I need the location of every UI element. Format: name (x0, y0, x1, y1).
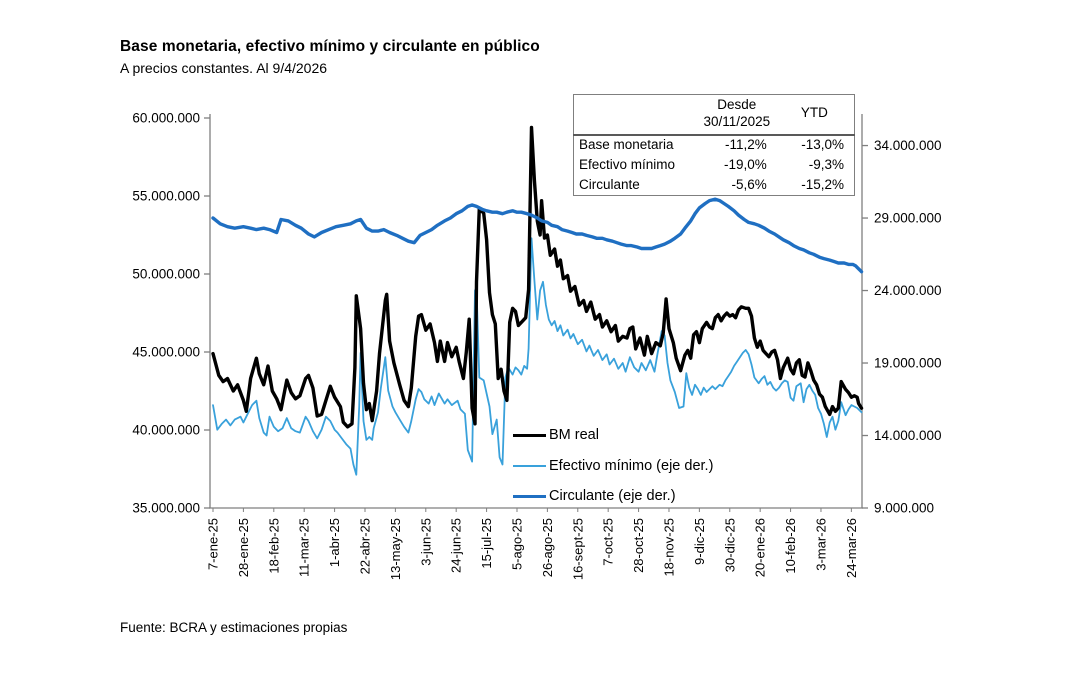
efectivo-minimo-line-swatch (513, 464, 546, 467)
x-axis-tick-label: 30-dic-25 (722, 518, 737, 572)
legend-item-efectivo-minimo: Efectivo mínimo (eje der.) (513, 451, 713, 482)
row-desde-value: -19,0% (723, 156, 767, 172)
x-axis-tick-label: 24-mar-26 (844, 518, 859, 578)
stats-table: Desde 30/11/2025 YTD Base monetaria -11,… (573, 94, 855, 197)
x-axis-tick-label: 20-ene-26 (753, 518, 768, 577)
stats-table-header-row: Desde 30/11/2025 YTD (573, 95, 855, 135)
stats-header-empty (574, 95, 699, 135)
x-axis-tick-label: 15-jul-25 (479, 518, 494, 569)
circulante-line (211, 197, 864, 274)
stats-header-ytd: YTD (800, 105, 828, 121)
legend-label: Efectivo mínimo (eje der.) (549, 457, 714, 474)
x-axis-tick-label: 10-feb-26 (783, 518, 798, 574)
y-axis-left-tick-label: 40.000.000 (132, 423, 200, 438)
y-axis-left-tick-label: 45.000.000 (132, 345, 200, 360)
x-axis-tick-label: 9-dic-25 (692, 518, 707, 565)
y-axis-right-tick-label: 24.000.000 (874, 283, 942, 298)
row-desde-value: -11,2% (724, 136, 767, 152)
row-label: Circulante (579, 176, 640, 192)
legend-item-bm-real: BM real (513, 420, 713, 451)
y-axis-right-tick-label: 9.000.000 (874, 501, 934, 516)
x-axis-tick-label: 11-mar-25 (297, 518, 312, 577)
efectivo-minimo-line (212, 237, 863, 476)
row-ytd-value: -9,3% (808, 156, 844, 172)
chart-subtitle: A precios constantes. Al 9/4/2026 (120, 60, 328, 76)
y-axis-left-tick-label: 50.000.000 (132, 267, 200, 282)
table-row: Base monetaria -11,2% -13,0% (574, 135, 855, 156)
row-ytd-value: -13,0% (801, 136, 844, 152)
chart-title: Base monetaria, efectivo mínimo y circul… (120, 38, 540, 55)
y-axis-right-tick-label: 19.000.000 (874, 356, 942, 371)
x-axis-tick-label: 7-oct-25 (601, 518, 616, 566)
x-axis-tick-label: 5-ago-25 (509, 518, 524, 570)
x-axis-tick-label: 3-mar-26 (813, 518, 828, 571)
table-row: Efectivo mínimo -19,0% -9,3% (574, 156, 855, 176)
circulante-line-swatch (513, 494, 546, 498)
x-axis-tick-label: 26-ago-25 (540, 518, 555, 577)
row-desde-value: -5,6% (731, 176, 767, 192)
x-axis-tick-label: 18-feb-25 (266, 518, 281, 574)
legend-item-circulante: Circulante (eje der.) (513, 481, 713, 512)
legend-label: Circulante (eje der.) (549, 488, 676, 505)
x-axis-tick-label: 16-sept-25 (570, 518, 585, 580)
y-axis-right-tick-label: 29.000.000 (874, 211, 942, 226)
x-axis-tick-label: 22-abr-25 (357, 518, 372, 574)
chart-legend: BM real Efectivo mínimo (eje der.) Circu… (513, 420, 713, 512)
bm-real-line (211, 125, 864, 429)
stats-header-desde: Desde 30/11/2025 (703, 97, 771, 129)
y-axis-left-tick-label: 35.000.000 (132, 501, 200, 516)
row-label: Base monetaria (579, 136, 674, 152)
x-axis-tick-label: 7-ene-25 (206, 518, 221, 570)
y-axis-left-tick-label: 60.000.000 (132, 111, 200, 126)
x-axis-tick-label: 28-ene-25 (236, 518, 251, 577)
table-row: Circulante -5,6% -15,2% (574, 176, 855, 196)
source-note: Fuente: BCRA y estimaciones propias (120, 620, 348, 635)
x-axis-tick-label: 13-may-25 (388, 518, 403, 580)
row-label: Efectivo mínimo (579, 156, 676, 172)
x-axis-tick-label: 18-nov-25 (661, 518, 676, 577)
x-axis-tick-label: 28-oct-25 (631, 518, 646, 573)
bm-real-line-swatch (513, 433, 546, 437)
y-axis-left-tick-label: 55.000.000 (132, 189, 200, 204)
row-ytd-value: -15,2% (801, 176, 844, 192)
y-axis-right-tick-label: 14.000.000 (874, 428, 942, 443)
x-axis-tick-label: 24-jun-25 (449, 518, 464, 573)
x-axis-tick-label: 1-abr-25 (327, 518, 342, 567)
x-axis-tick-label: 3-jun-25 (418, 518, 433, 566)
y-axis-right-tick-label: 34.000.000 (874, 138, 942, 153)
legend-label: BM real (549, 427, 599, 444)
